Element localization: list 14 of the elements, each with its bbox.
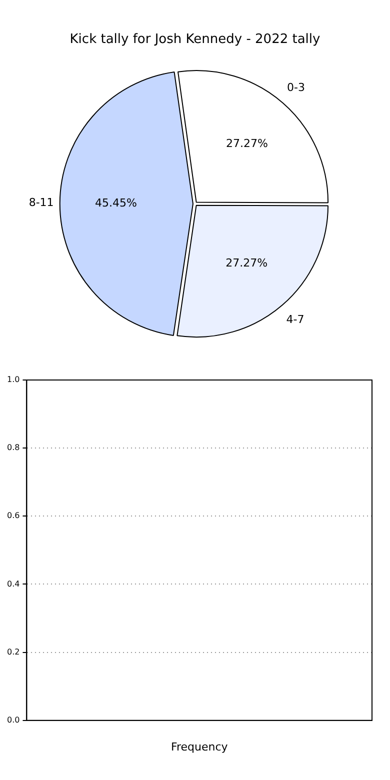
y-tick-label: 0.8 [6, 443, 20, 452]
chart-title: Kick tally for Josh Kennedy - 2022 tally [70, 32, 321, 48]
y-tick-label: 0.6 [6, 511, 20, 520]
y-tick-label: 0.0 [6, 715, 20, 724]
data-label: 27.27% [226, 256, 268, 270]
slice-label: 0-3 [287, 80, 306, 94]
y-tick-label: 0.2 [6, 647, 20, 656]
slice-label: 4-7 [286, 313, 304, 326]
data-label: 27.27% [226, 137, 268, 150]
x-axis-title: Frequency [170, 740, 228, 754]
slice-label: 8-11 [28, 196, 54, 210]
data-label: 45.45% [95, 196, 137, 210]
y-tick-label: 0.4 [6, 579, 20, 588]
y-tick-label: 1.0 [6, 375, 20, 384]
